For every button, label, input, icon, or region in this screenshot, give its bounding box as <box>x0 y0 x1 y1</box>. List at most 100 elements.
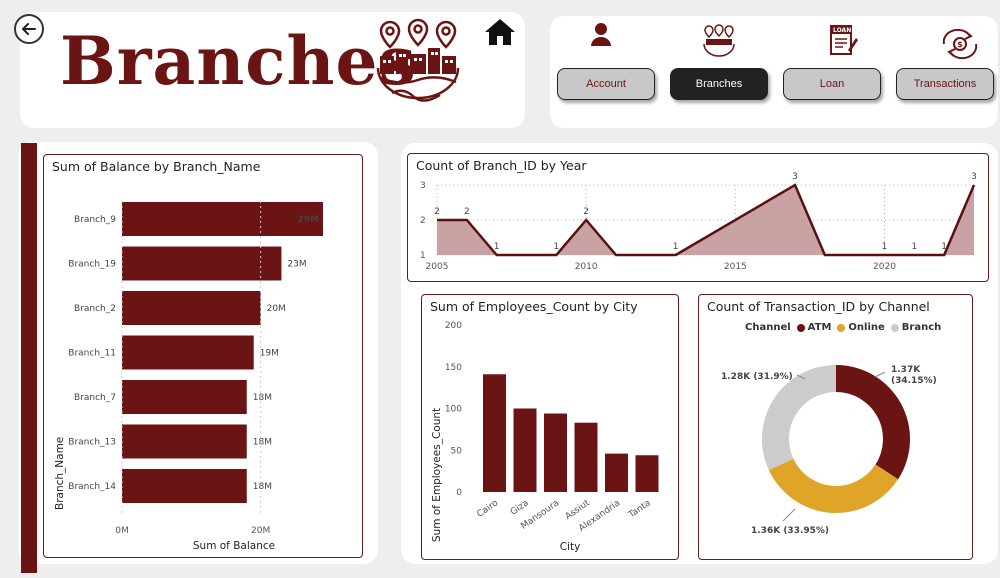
nav-button-account[interactable]: Account <box>557 68 655 100</box>
point-label: 2 <box>464 207 470 217</box>
nav-button-transactions[interactable]: Transactions <box>896 68 994 100</box>
y-tick-label: 50 <box>451 446 463 456</box>
home-icon[interactable] <box>483 17 517 47</box>
bar <box>605 453 628 492</box>
category-label: Branch_11 <box>68 349 116 359</box>
balance-by-branch-chart: Sum of Balance by Branch_Name Branch_Nam… <box>43 154 363 558</box>
x-tick-label: 2020 <box>873 262 896 272</box>
loan-document-icon: LOAN <box>828 24 858 58</box>
chart-legend: Channel ATM Online Branch <box>745 322 941 333</box>
branch-count-by-year-chart: Count of Branch_ID by Year 1 2 3 2005 2010 20… <box>407 153 989 282</box>
legend-item-online: Online <box>837 322 885 333</box>
branches-nav-icon <box>703 24 735 57</box>
point-label: 1 <box>673 242 679 252</box>
channel-donut-svg: 1.37K(34.15%) 1.36K (33.95%) 1.28K (31.9%) <box>721 365 937 536</box>
x-tick-label: 20M <box>251 526 270 536</box>
legend-swatch <box>796 323 805 332</box>
bar <box>122 291 261 325</box>
y-tick-label: 3 <box>420 181 426 191</box>
data-label: 18M <box>253 438 272 448</box>
transactions-exchange-icon: $ <box>942 28 978 60</box>
loan-icon-text: LOAN <box>833 27 852 34</box>
city-bar-chart-svg: Sum of Employees_Count City 0 50 100 150 200… <box>431 321 659 553</box>
branches-globe-icon <box>376 18 460 102</box>
chart-title: Count of Branch_ID by Year <box>416 158 587 173</box>
x-tick-label: 2015 <box>724 262 747 272</box>
bar <box>122 469 247 503</box>
nav-button-branches[interactable]: Branches <box>670 68 768 100</box>
category-label: Branch_19 <box>68 260 116 270</box>
leader-line <box>782 508 796 522</box>
decorative-side-bar <box>21 143 37 573</box>
data-label: 29M <box>298 215 320 225</box>
bar <box>122 246 282 281</box>
y-tick-label: 2 <box>420 216 426 226</box>
point-label: 1 <box>941 242 947 252</box>
point-label: 1 <box>882 242 888 252</box>
category-label: Branch_7 <box>74 393 116 403</box>
x-tick-label: 2010 <box>575 262 598 272</box>
legend-title: Channel <box>745 322 791 333</box>
legend-swatch <box>837 323 846 332</box>
bar <box>635 455 659 492</box>
point-label: 1 <box>494 242 500 252</box>
employees-by-city-chart: Sum of Employees_Count by City Sum of Em… <box>421 294 679 560</box>
page-title: Branches <box>60 22 417 100</box>
point-label: 3 <box>792 172 798 182</box>
bar <box>122 424 247 459</box>
x-tick-label: Giza <box>509 498 531 518</box>
legend-item-branch: Branch <box>890 322 942 333</box>
y-tick-label: 0 <box>456 488 462 498</box>
point-label: 1 <box>553 242 559 252</box>
legend-label: ATM <box>807 322 832 333</box>
x-tick-label: Tanta <box>626 498 652 521</box>
bar <box>513 408 537 492</box>
legend-label: Online <box>848 322 885 333</box>
category-label: Branch_13 <box>68 438 116 448</box>
point-label: 1 <box>911 242 917 252</box>
y-axis-title: Branch_Name <box>54 437 66 510</box>
back-arrow-icon <box>22 23 36 35</box>
chart-title: Sum of Balance by Branch_Name <box>52 159 261 174</box>
y-tick-label: 150 <box>445 363 462 373</box>
y-tick-label: 100 <box>445 405 462 415</box>
slice-label: 1.36K (33.95%) <box>751 526 829 536</box>
y-axis-title: Sum of Employees_Count <box>431 408 443 542</box>
x-axis-title: City <box>560 541 581 553</box>
x-tick-label: 0M <box>115 526 129 536</box>
legend-swatch <box>890 323 899 332</box>
data-label: 19M <box>260 349 279 359</box>
category-label: Branch_2 <box>74 304 116 314</box>
category-label: Branch_9 <box>74 215 116 225</box>
bar <box>122 380 247 414</box>
balance-bar-chart-svg: Branch_Name Sum of Balance Branch_9 29M Br… <box>54 201 323 552</box>
series-line <box>437 183 976 257</box>
leader-line <box>874 371 886 378</box>
y-tick-label: 200 <box>445 321 462 331</box>
bar <box>483 374 506 492</box>
donut-slice <box>762 365 836 471</box>
bar <box>122 335 254 370</box>
legend-label: Branch <box>901 322 942 333</box>
x-tick-label: Cairo <box>475 498 500 520</box>
transactions-by-channel-chart: Count of Transaction_ID by Channel Chann… <box>698 294 973 560</box>
legend-item-atm: ATM <box>796 322 832 333</box>
data-label: 18M <box>253 482 272 492</box>
point-label: 3 <box>971 172 977 182</box>
nav-button-loan[interactable]: Loan <box>783 68 881 100</box>
data-label: 18M <box>253 393 272 403</box>
y-tick-label: 1 <box>420 251 426 261</box>
data-label: 23M <box>287 260 306 270</box>
x-tick-label: 2005 <box>426 262 449 272</box>
donut-slice <box>768 458 899 513</box>
point-label: 2 <box>434 207 440 217</box>
slice-label: (34.15%) <box>891 376 937 386</box>
slice-label: 1.28K (31.9%) <box>721 372 793 382</box>
back-button[interactable] <box>14 14 44 44</box>
bar <box>544 413 567 492</box>
header-panel <box>20 12 525 128</box>
svg-text:$: $ <box>957 40 963 49</box>
bar <box>122 202 323 236</box>
x-axis-title: Sum of Balance <box>193 540 275 552</box>
